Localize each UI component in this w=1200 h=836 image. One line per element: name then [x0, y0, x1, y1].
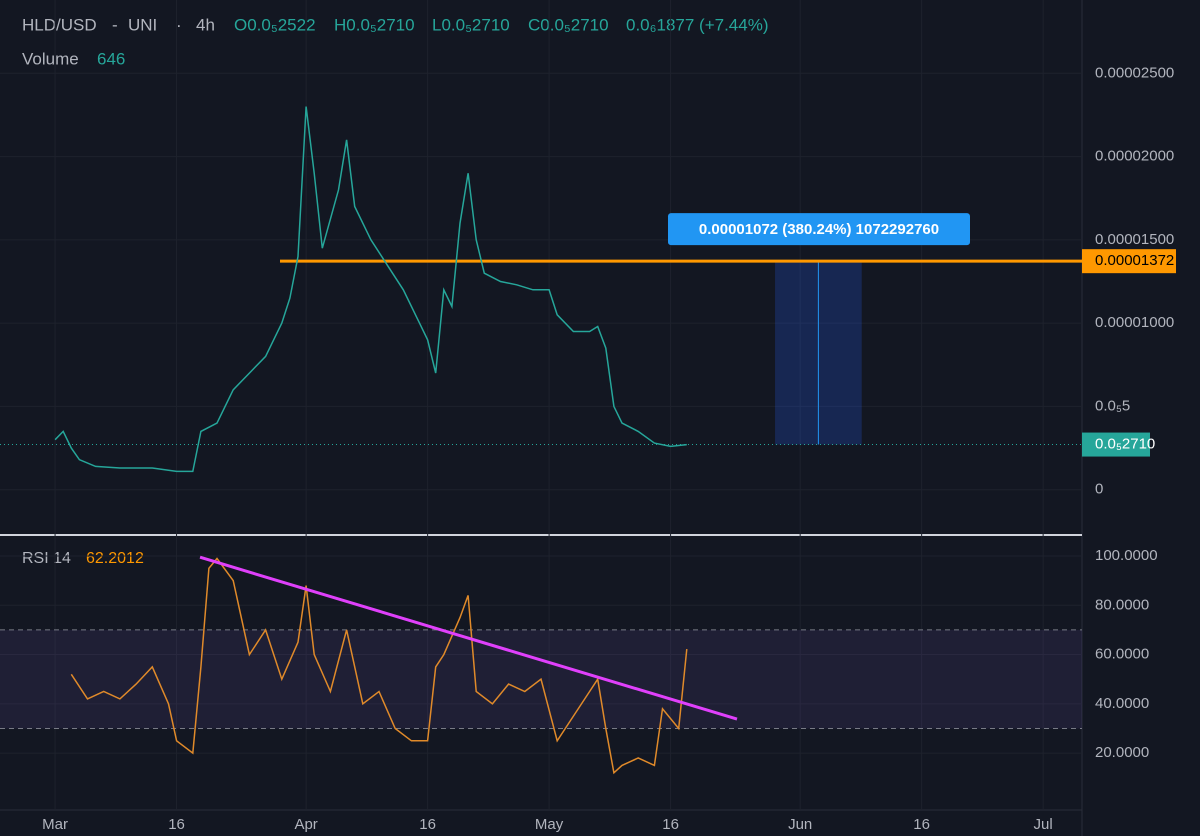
- y-tick-label: 0: [1095, 481, 1103, 498]
- x-tick-label: 16: [168, 816, 185, 833]
- x-tick-label: Jun: [788, 816, 812, 833]
- change: 0.0₆1877 (+7.44%): [626, 15, 768, 34]
- hline-label: 0.00001372: [1095, 252, 1174, 269]
- y-tick-label: 0.00002000: [1095, 148, 1174, 165]
- x-tick-label: Mar: [42, 816, 68, 833]
- exchange: UNI: [128, 15, 157, 34]
- series-line: [54, 106, 687, 473]
- open: O0.0₅2522: [234, 15, 316, 34]
- y-tick-label: 0.00002500: [1095, 64, 1174, 81]
- x-tick-label: Apr: [294, 816, 317, 833]
- x-tick-label: May: [535, 816, 564, 833]
- last-price-tag: [1082, 432, 1150, 457]
- low: L0.0₅2710: [432, 15, 510, 34]
- sep: ·: [176, 15, 182, 34]
- header: HLD/USD - UNI · 4h O0.0₅2522 H0.0₅2710 L…: [22, 15, 768, 68]
- interval: 4h: [196, 15, 215, 34]
- close: C0.0₅2710: [528, 15, 609, 34]
- measure-label-bg: [668, 213, 970, 246]
- sep: -: [112, 15, 118, 34]
- y-tick-label: 40.0000: [1095, 695, 1149, 712]
- y-tick-label: 0.00001000: [1095, 314, 1174, 331]
- y-tick-label: 0.00001500: [1095, 231, 1174, 248]
- y-tick-label: 80.0000: [1095, 596, 1149, 613]
- x-tick-label: Jul: [1034, 816, 1053, 833]
- symbol: HLD/USD: [22, 15, 97, 34]
- x-tick-label: 16: [419, 816, 436, 833]
- last-price-label: 0.0₅2710: [1095, 436, 1155, 453]
- rsi-value: 62.2012: [86, 550, 144, 567]
- x-tick-label: 16: [913, 816, 930, 833]
- rsi-title: RSI 14: [22, 550, 71, 567]
- volume-label: Volume: [22, 49, 79, 68]
- high: H0.0₅2710: [334, 15, 415, 34]
- measure-label: 0.00001072 (380.24%) 1072292760: [699, 221, 939, 238]
- y-tick-label: 100.0000: [1095, 547, 1158, 564]
- hline-tag: [1082, 249, 1176, 274]
- x-tick-label: 16: [662, 816, 679, 833]
- y-tick-label: 0.0₅5: [1095, 397, 1130, 414]
- y-tick-label: 20.0000: [1095, 744, 1149, 761]
- trend-line: [199, 555, 738, 721]
- series-line: [70, 557, 688, 775]
- volume-value: 646: [97, 49, 125, 68]
- y-tick-label: 60.0000: [1095, 646, 1149, 663]
